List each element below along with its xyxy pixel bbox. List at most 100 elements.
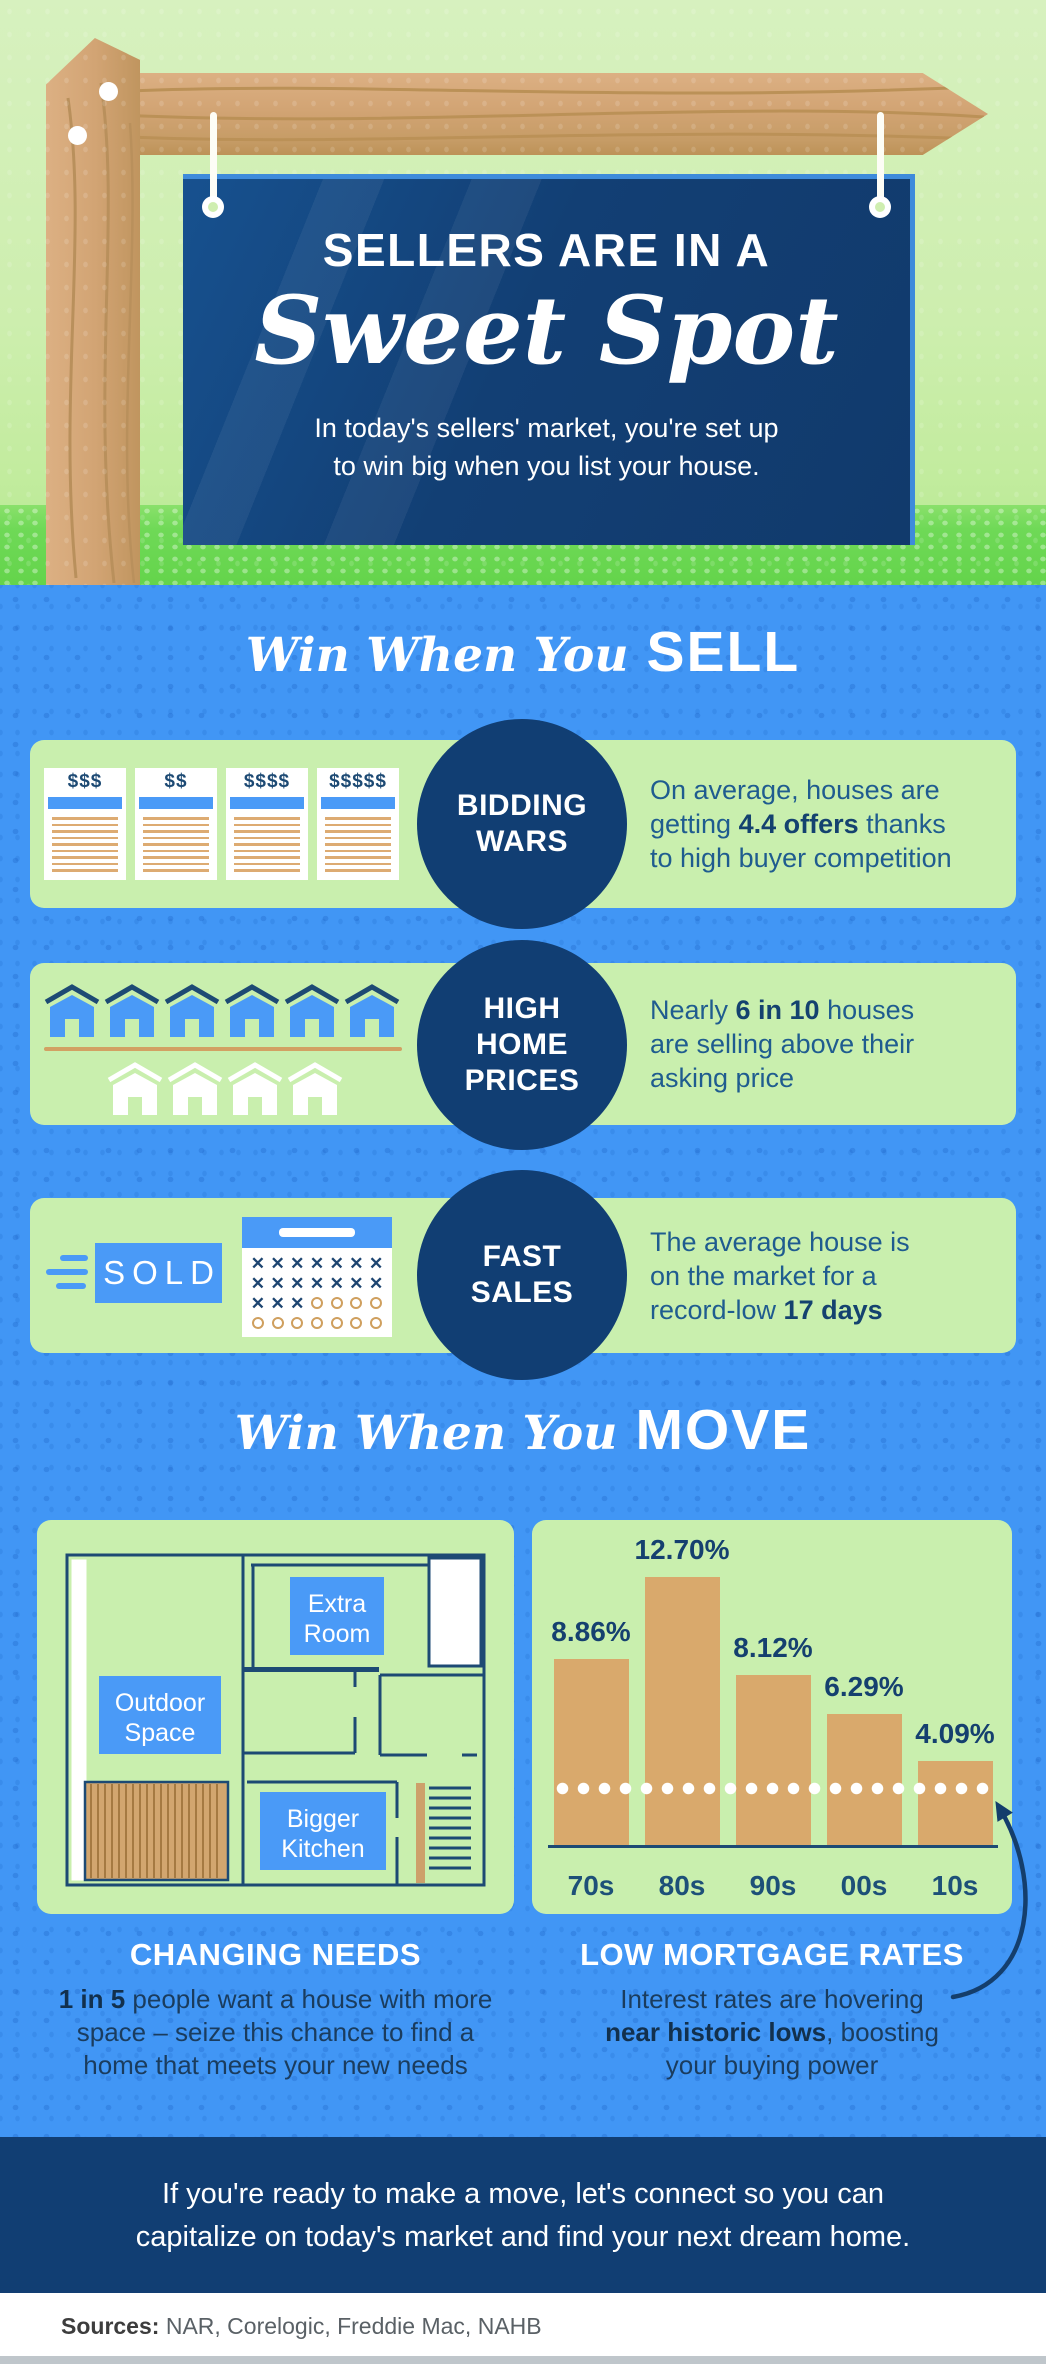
axis-label: 70s <box>567 1870 615 1901</box>
bar-value-label: 8.86% <box>551 1616 631 1647</box>
calendar-x-mark: ✕ <box>290 1293 305 1313</box>
calendar-grid: ✕ ✕ ✕ ✕ ✕ ✕ ✕ ✕ ✕ ✕ ✕ ✕ ✕ ✕ ✕ ✕ ✕ <box>248 1253 386 1333</box>
speed-line-icon <box>56 1283 86 1289</box>
badge-line: FAST <box>482 1240 562 1273</box>
text-line: near historic lows, boosting <box>605 2017 939 2047</box>
sources-band: Sources: NAR, Corelogic, Freddie Mac, NA… <box>0 2293 1046 2356</box>
sign-script-title: Sweet Spot <box>254 276 839 386</box>
calendar-x-mark: ✕ <box>329 1273 344 1293</box>
low-mortgage-rates-heading: LOW MORTGAGE RATES <box>580 1937 964 1972</box>
badge-line: PRICES <box>464 1064 580 1097</box>
badge-line: HOME <box>476 1028 568 1061</box>
closet <box>427 1556 483 1668</box>
dollar-amount: $$$ <box>67 771 103 792</box>
hanging-string-icon <box>210 112 217 208</box>
paper-blue-bar <box>139 797 213 809</box>
white-house-icon <box>227 1061 283 1120</box>
high-home-prices-text: Nearly 6 in 10 houses are selling above t… <box>650 963 998 1125</box>
badge-line: HIGH <box>483 992 561 1025</box>
sign-subtitle-line1: In today's sellers' market, you're set u… <box>314 413 779 443</box>
hanging-string-icon <box>877 112 884 208</box>
calendar-x-mark: ✕ <box>309 1253 325 1273</box>
bottom-gray-strip <box>0 2356 1046 2364</box>
svg-text:Outdoor: Outdoor <box>115 1689 205 1717</box>
wood-grain-icon <box>118 85 985 142</box>
calendar-icon: ✕ ✕ ✕ ✕ ✕ ✕ ✕ ✕ ✕ ✕ ✕ ✕ ✕ ✕ ✕ ✕ ✕ <box>242 1217 392 1337</box>
bidding-wars-card: $$$ $$ $$$$ $$$$$ On average, houses are get… <box>30 740 1016 908</box>
bar-column: 8.86% <box>548 1616 634 1848</box>
mortgage-rates-chart-card: 8.86% 12.70% 8.12% 6.29% 4.09% 70s 80s 90s 00s 1… <box>532 1520 1012 1914</box>
speed-line-icon <box>60 1255 88 1261</box>
white-dotted-reference-line <box>552 1782 994 1795</box>
bar <box>917 1761 993 1848</box>
calendar-o-mark <box>271 1317 284 1329</box>
calendar-o-mark <box>370 1297 383 1309</box>
speed-line-icon <box>46 1269 88 1275</box>
text-line: are selling above their <box>650 1029 915 1059</box>
section-title-caps: MOVE <box>635 1398 812 1462</box>
white-house-icon <box>107 1061 163 1120</box>
text-line: space – seize this chance to find a <box>76 2017 475 2047</box>
text-line: Nearly 6 in 10 houses <box>650 995 915 1025</box>
badge-line: BIDDING <box>456 789 588 822</box>
text-line: home that meets your new needs <box>83 2050 468 2080</box>
bidding-wars-text: On average, houses are getting 4.4 offers… <box>650 740 998 908</box>
sources-label: Sources: <box>61 2313 160 2339</box>
bar-value-label: 6.29% <box>824 1671 904 1702</box>
badge-line: SALES <box>470 1276 574 1309</box>
calendar-o-mark <box>370 1317 383 1329</box>
text-line: on the market for a <box>650 1260 877 1291</box>
text-line: record-low 17 days <box>650 1294 883 1325</box>
sign-subtitle-line2: to win big when you list your house. <box>333 451 760 481</box>
calendar-x-mark: ✕ <box>290 1253 305 1273</box>
header-section: SELLERS ARE IN A Sweet Spot In today's s… <box>0 0 1046 585</box>
blue-house-icon <box>344 983 400 1042</box>
bar <box>644 1577 720 1848</box>
bar-value-label: 8.12% <box>733 1632 813 1663</box>
bar <box>826 1714 902 1848</box>
dollar-offer-sheet-icon: $$$$$ <box>317 768 399 880</box>
calendar-o-mark <box>350 1297 363 1309</box>
text-line: Interest rates are hovering <box>620 1984 924 2014</box>
calendar-x-mark: ✕ <box>250 1273 265 1293</box>
low-mortgage-rates-text: Interest rates are hovering near historic… <box>532 1983 1012 2082</box>
wood-post-icon <box>46 38 140 585</box>
text-line: 1 in 5 people want a house with more <box>58 1984 493 2014</box>
calendar-header <box>242 1217 392 1248</box>
cta-footer-band: If you're ready to make a move, let's co… <box>0 2137 1046 2293</box>
offer-papers-group: $$$ $$ $$$$ $$$$$ <box>44 768 399 880</box>
svg-text:Bigger: Bigger <box>287 1805 359 1833</box>
cta-line1: If you're ready to make a move, let's co… <box>162 2177 884 2210</box>
paper-text-lines <box>234 817 300 876</box>
chart-axis-labels: 70s 80s 90s 00s 10s <box>548 1870 998 1902</box>
blue-house-icon <box>104 983 160 1042</box>
text-line: asking price <box>650 1063 795 1093</box>
floor-plan-icon: Extra Room Outdoor Space Bigger Kitchen <box>65 1553 486 1887</box>
axis-label: 90s <box>749 1870 797 1901</box>
changing-needs-text: 1 in 5 people want a house with more spac… <box>37 1983 514 2082</box>
calendar-o-mark <box>310 1297 323 1309</box>
blue-houses-group <box>44 983 400 1042</box>
calendar-o-mark <box>330 1297 343 1309</box>
stairs-icon <box>416 1783 471 1883</box>
calendar-x-mark: ✕ <box>309 1273 325 1293</box>
dollar-offer-sheet-icon: $$$$ <box>226 768 308 880</box>
calendar-o-mark <box>251 1317 264 1329</box>
string-knot-icon <box>869 196 891 218</box>
text-line: The average house is <box>650 1226 910 1257</box>
calendar-o-mark <box>350 1317 363 1329</box>
svg-text:Space: Space <box>125 1719 196 1747</box>
paper-blue-bar <box>321 797 395 809</box>
low-mortgage-rates-column: LOW MORTGAGE RATES Interest rates are ho… <box>532 1937 1012 2082</box>
chart-baseline <box>548 1845 998 1848</box>
section-title-sell: Win When You SELL <box>0 619 1046 685</box>
section-title-script: Win When You <box>234 1406 618 1461</box>
hanging-sign: SELLERS ARE IN A Sweet Spot In today's s… <box>183 174 915 545</box>
calendar-x-mark: ✕ <box>270 1293 285 1313</box>
axis-label: 00s <box>840 1870 888 1901</box>
section-title-caps: SELL <box>646 620 801 684</box>
high-home-prices-badge: HIGH HOME PRICES <box>417 940 627 1150</box>
cta-line2: capitalize on today's market and find yo… <box>135 2220 911 2253</box>
wood-grain-icon <box>66 82 136 584</box>
